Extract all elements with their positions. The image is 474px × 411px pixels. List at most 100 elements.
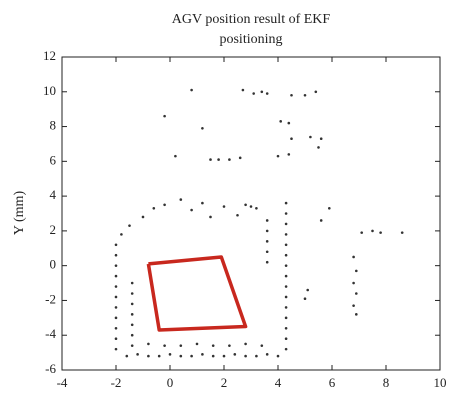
point (265, 229, 269, 233)
point (195, 342, 199, 346)
point (276, 154, 280, 158)
point (284, 347, 288, 351)
point (136, 353, 139, 356)
point (130, 313, 134, 316)
point (287, 153, 291, 156)
point (290, 137, 293, 141)
point (152, 206, 156, 210)
point (114, 274, 118, 278)
point (284, 264, 288, 267)
point (252, 92, 255, 95)
point (130, 292, 134, 295)
point (179, 198, 183, 201)
point (317, 146, 320, 149)
point (120, 233, 123, 236)
point (255, 354, 258, 358)
point (400, 231, 404, 234)
point (319, 137, 323, 141)
point (360, 231, 364, 234)
point (209, 158, 212, 161)
trajectory (146, 255, 248, 332)
point (114, 264, 118, 267)
point (244, 354, 247, 358)
x-tick-label: 10 (434, 375, 447, 390)
point (163, 114, 166, 118)
point (209, 215, 212, 219)
point (141, 215, 145, 219)
point (241, 88, 245, 92)
point (265, 219, 269, 222)
point (217, 158, 220, 161)
point (284, 306, 288, 309)
point (130, 302, 134, 306)
point (265, 92, 269, 95)
point (303, 297, 307, 301)
point (284, 222, 288, 226)
y-tick-label: 0 (50, 257, 57, 272)
x-tick-label: 2 (221, 375, 228, 390)
point (128, 224, 131, 227)
point (114, 347, 118, 351)
point (211, 354, 215, 358)
point (211, 344, 215, 347)
point (114, 306, 118, 309)
x-tick-label: -2 (111, 375, 122, 390)
point (371, 229, 374, 233)
point (238, 156, 242, 160)
point (284, 316, 288, 320)
point (303, 93, 307, 97)
point (379, 231, 382, 234)
y-tick-label: -2 (45, 291, 56, 306)
point (284, 274, 288, 278)
y-tick-label: 10 (43, 83, 56, 98)
point (130, 323, 134, 327)
point (201, 353, 204, 356)
point (114, 295, 118, 299)
y-tick-label: -6 (45, 361, 56, 376)
point (228, 158, 231, 161)
point (314, 90, 318, 94)
point (125, 354, 129, 358)
point (265, 260, 269, 264)
point (190, 88, 193, 92)
point (201, 126, 204, 130)
point (114, 316, 118, 320)
point (319, 219, 323, 222)
point (284, 243, 288, 247)
point (114, 337, 118, 341)
point (265, 353, 269, 356)
point (233, 353, 237, 356)
point (306, 288, 310, 292)
y-tick-label: 8 (50, 118, 57, 133)
point (352, 255, 355, 259)
point (287, 121, 291, 125)
plot-frame (61, 56, 441, 371)
y-tick-label: -4 (45, 326, 56, 341)
point (114, 253, 118, 257)
point (265, 250, 269, 254)
point (284, 295, 288, 299)
point (276, 354, 280, 358)
point (260, 90, 264, 94)
y-tick-label: 12 (43, 48, 56, 63)
point (352, 281, 355, 285)
point (284, 253, 288, 257)
point (190, 208, 193, 212)
x-tick-label: -4 (57, 375, 68, 390)
point (201, 201, 204, 205)
point (168, 353, 172, 356)
point (179, 344, 183, 347)
point (284, 201, 288, 205)
chart-title: positioning (219, 32, 282, 47)
point (114, 326, 118, 330)
point (130, 281, 134, 285)
point (179, 354, 183, 358)
point (163, 203, 166, 207)
point (222, 205, 226, 208)
point (309, 135, 312, 139)
x-tick-label: 8 (383, 375, 390, 390)
y-tick-label: 2 (50, 222, 57, 237)
point (228, 344, 231, 347)
point (222, 354, 226, 358)
